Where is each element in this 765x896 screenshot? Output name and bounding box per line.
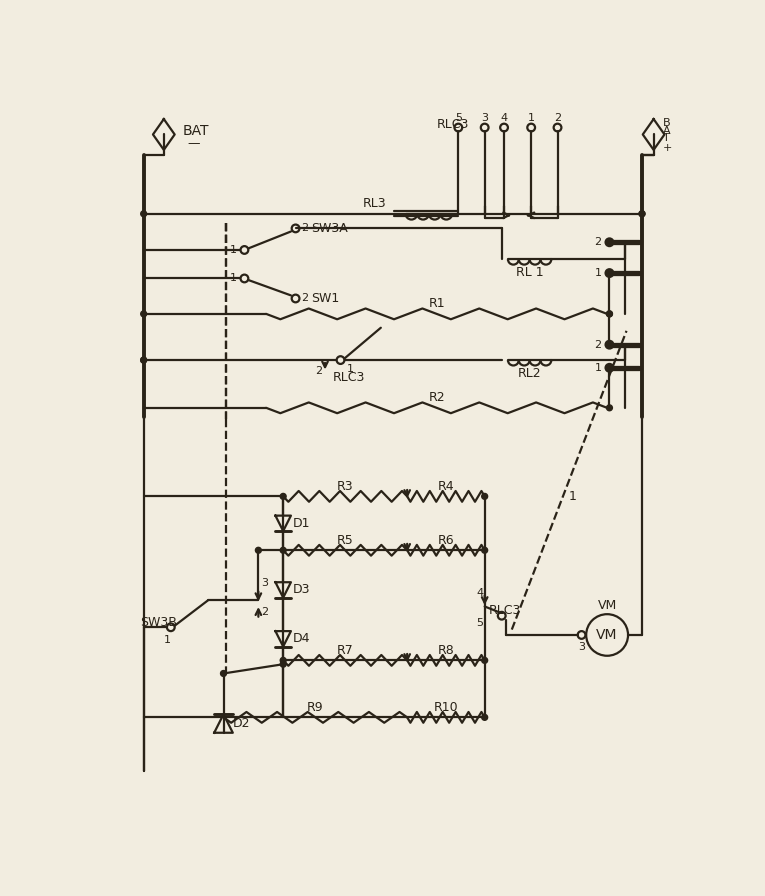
Text: A: A xyxy=(663,125,671,135)
Circle shape xyxy=(141,211,147,217)
Text: 1: 1 xyxy=(528,113,535,124)
Text: SW1: SW1 xyxy=(311,292,340,305)
Text: R5: R5 xyxy=(337,534,353,547)
Text: R8: R8 xyxy=(438,644,454,657)
Text: 2: 2 xyxy=(301,294,308,304)
Text: R3: R3 xyxy=(337,480,353,493)
Text: SW3A: SW3A xyxy=(311,222,348,235)
Text: 2: 2 xyxy=(554,113,561,124)
Text: 5: 5 xyxy=(455,113,462,124)
Text: 2: 2 xyxy=(315,366,322,375)
Text: VM: VM xyxy=(597,628,618,642)
Text: 1: 1 xyxy=(230,245,236,255)
Circle shape xyxy=(607,405,613,410)
Circle shape xyxy=(141,358,147,363)
Text: D2: D2 xyxy=(233,717,250,730)
Text: 4: 4 xyxy=(500,113,508,124)
Text: 3: 3 xyxy=(481,113,488,124)
Circle shape xyxy=(607,311,613,317)
Circle shape xyxy=(482,714,487,720)
Circle shape xyxy=(607,239,613,246)
Circle shape xyxy=(607,311,613,317)
Circle shape xyxy=(280,547,286,553)
Text: RL2: RL2 xyxy=(518,366,542,380)
Text: R7: R7 xyxy=(337,644,353,657)
Text: 1: 1 xyxy=(594,363,602,373)
Circle shape xyxy=(482,494,487,499)
Text: R10: R10 xyxy=(434,701,458,714)
Text: R4: R4 xyxy=(438,480,454,493)
Text: +: + xyxy=(663,142,672,152)
Text: T: T xyxy=(663,134,669,143)
Text: 2: 2 xyxy=(594,237,602,247)
Text: D4: D4 xyxy=(292,633,310,645)
Text: RLC3: RLC3 xyxy=(333,371,365,383)
Text: 2: 2 xyxy=(262,607,269,616)
Circle shape xyxy=(280,494,286,499)
Text: RLC3: RLC3 xyxy=(437,118,469,131)
Circle shape xyxy=(482,658,487,663)
Text: SW3B: SW3B xyxy=(140,616,177,629)
Text: R2: R2 xyxy=(428,391,445,403)
Circle shape xyxy=(141,358,147,363)
Circle shape xyxy=(607,365,613,371)
Text: D1: D1 xyxy=(292,517,310,530)
Text: —: — xyxy=(187,137,200,151)
Circle shape xyxy=(280,661,286,668)
Text: BAT: BAT xyxy=(182,124,209,138)
Text: D3: D3 xyxy=(292,583,310,597)
Text: R1: R1 xyxy=(428,297,445,310)
Circle shape xyxy=(607,270,613,276)
Text: 1: 1 xyxy=(568,490,576,503)
Circle shape xyxy=(639,211,645,217)
Circle shape xyxy=(639,211,645,217)
Text: 2: 2 xyxy=(594,340,602,349)
Text: 3: 3 xyxy=(578,642,585,652)
Text: 4: 4 xyxy=(476,588,483,598)
Circle shape xyxy=(141,311,147,317)
Circle shape xyxy=(607,341,613,348)
Circle shape xyxy=(220,670,226,676)
Text: R6: R6 xyxy=(438,534,454,547)
Text: VM: VM xyxy=(597,599,617,612)
Text: 1: 1 xyxy=(230,273,236,283)
Text: 5: 5 xyxy=(476,618,483,628)
Text: R9: R9 xyxy=(307,701,324,714)
Text: 3: 3 xyxy=(262,579,269,589)
Text: B: B xyxy=(663,118,671,128)
Text: 1: 1 xyxy=(164,634,171,644)
Text: RL 1: RL 1 xyxy=(516,266,543,279)
Text: 1: 1 xyxy=(594,268,602,278)
Circle shape xyxy=(280,658,286,663)
Circle shape xyxy=(482,547,487,553)
Text: 2: 2 xyxy=(301,223,308,234)
Text: RL3: RL3 xyxy=(363,196,386,210)
Text: 1: 1 xyxy=(347,365,353,375)
Circle shape xyxy=(256,547,262,553)
Text: RLC3: RLC3 xyxy=(489,604,521,616)
